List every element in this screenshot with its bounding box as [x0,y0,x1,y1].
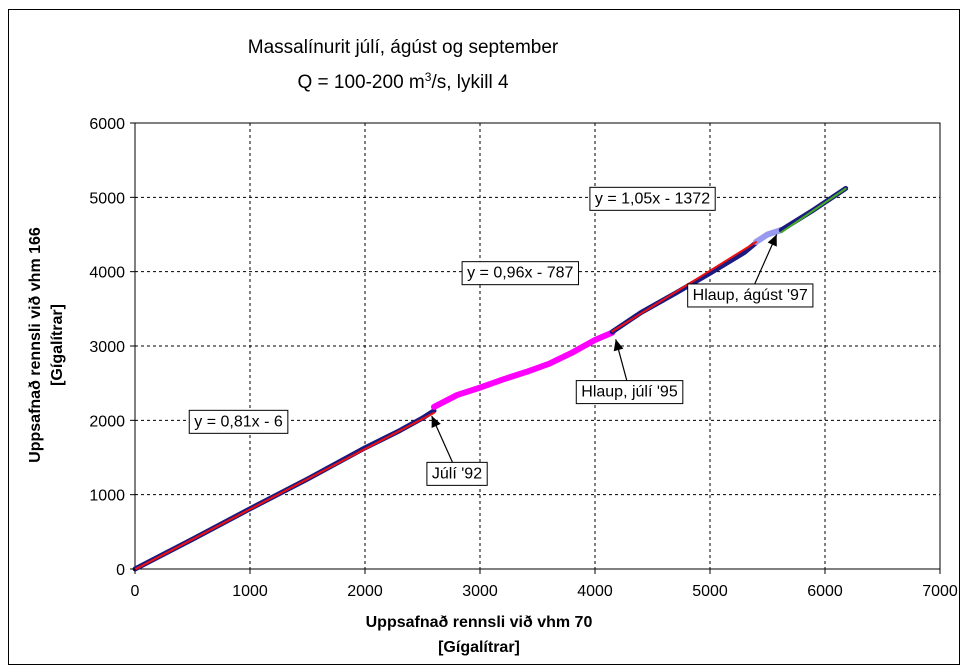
y-tick-label: 2000 [89,413,125,430]
y-tick-label: 6000 [89,116,125,133]
subtitle-prefix: Q = 100-200 m [297,72,424,93]
x-tick-label: 2000 [347,583,383,600]
equation-label-text: y = 0,96x - 787 [467,265,573,282]
y-axis-unit: [Gígalítrar] [49,304,66,386]
y-tick-label: 4000 [89,265,125,282]
y-tick-label: 1000 [89,488,125,505]
series-line-2 [431,329,616,410]
annotation-layer: y = 0,81x - 6 y = 0,96x - 787 y = 1,05x - … [188,186,814,486]
callout-label-box [687,283,814,308]
chart-frame: Massalínurit júlí, ágúst og september Q … [8,9,960,665]
series-layer [132,185,849,572]
x-axis-unit: [Gígalítrar] [438,639,520,656]
chart-svg: Massalínurit júlí, ágúst og september Q … [27,37,958,656]
series-line-8 [780,187,847,234]
y-axis-label: Uppsafnað rennsli við vhm 166 [27,227,44,463]
chart-subtitle: Q = 100-200 m3/s, lykill 4 [297,70,508,93]
subtitle-sup: 3 [425,70,432,84]
y-tick-label: 5000 [89,190,125,207]
x-tick-label: 7000 [922,583,958,600]
equation-label-box [461,261,579,286]
subtitle-suffix: /s, lykill 4 [431,72,509,93]
x-axis-label: Uppsafnað rennsli við vhm 70 [366,614,593,631]
x-tick-label: 1000 [232,583,268,600]
x-tick-label: 0 [131,583,140,600]
callout-label-text: Hlaup, júlí '95 [581,384,678,401]
callout-label-box [575,380,684,405]
y-tick-label: 3000 [89,339,125,356]
x-tick-label: 3000 [462,583,498,600]
equation-label-text: y = 1,05x - 1372 [595,190,710,207]
equation-label-box [188,409,289,434]
callout-label-box [426,461,488,486]
series-line-4 [753,227,785,245]
callout-arrowhead [767,234,777,247]
equation-label-text: y = 0,81x - 6 [194,413,283,430]
series-line-6 [134,411,435,571]
x-tick-label: 5000 [692,583,728,600]
callout-arrowhead [613,339,624,352]
y-tick-label: 0 [116,562,125,579]
x-tick-label: 4000 [577,583,613,600]
equation-label-box [589,186,716,211]
series-line-7 [611,241,757,333]
chart-title: Massalínurit júlí, ágúst og september [248,37,559,58]
callout-label-text: Júlí '92 [432,465,482,482]
callout-label-text: Hlaup, ágúst '97 [693,287,808,304]
x-tick-label: 6000 [807,583,843,600]
callout-arrowhead [431,415,441,428]
tick-layer: 0 1000 2000 3000 4000 5000 6000 7000 0 1000 2000 30… [89,116,957,600]
